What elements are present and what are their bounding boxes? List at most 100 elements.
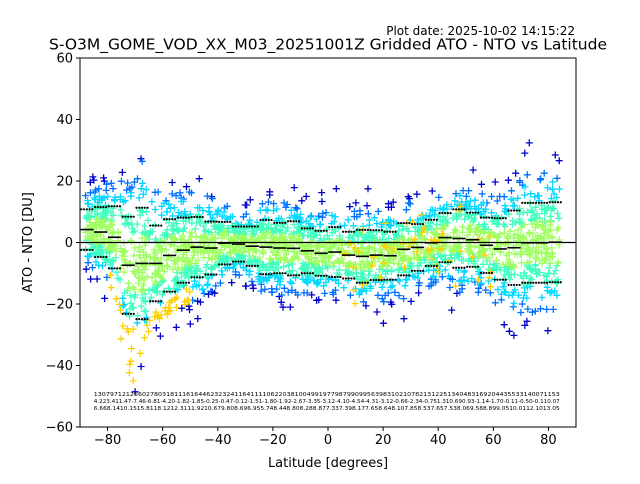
bin-std-dot	[526, 201, 529, 204]
y-tick-label: 20	[56, 175, 73, 190]
bin-std-dot	[173, 218, 177, 221]
bin-std-dot	[118, 205, 122, 208]
y-tick-label: 60	[56, 52, 73, 67]
bin-std-dot	[361, 228, 364, 231]
bin-std-dot	[220, 220, 224, 223]
bin-std-dot	[190, 215, 193, 219]
x-axis-label: Latitude [degrees]	[268, 456, 388, 471]
bin-std-dot	[182, 281, 185, 284]
bin-std-dot	[311, 272, 314, 275]
bin-std-dot	[430, 264, 433, 267]
bin-std-dot	[198, 276, 201, 279]
bin-std-dot	[226, 220, 229, 223]
bin-std-dot	[551, 201, 554, 204]
bin-std-dot	[94, 206, 97, 209]
bin-std-dot	[275, 272, 279, 275]
bin-std-dot	[229, 220, 232, 223]
scatter-point-group	[82, 157, 561, 316]
bin-std-dot	[107, 205, 111, 208]
bin-std-dot	[333, 275, 336, 279]
bin-std-dot	[88, 248, 91, 251]
bin-std-dot	[468, 211, 472, 214]
bin-std-dot	[215, 273, 218, 276]
bin-std-dot	[441, 211, 444, 215]
bin-std-dot	[353, 277, 356, 280]
bin-std-dot	[518, 283, 521, 287]
bin-std-dot	[168, 218, 171, 221]
bin-std-dot	[149, 224, 152, 227]
y-tick-label: −20	[46, 298, 73, 313]
y-tick-label: −60	[46, 421, 73, 436]
bin-std-dot	[83, 248, 86, 251]
bin-std-dot	[281, 221, 284, 224]
bin-std-dot	[308, 227, 312, 230]
bin-std-dot	[504, 217, 507, 220]
bin-std-dot	[297, 220, 301, 223]
bin-std-dot	[129, 215, 133, 218]
bin-std-dot	[548, 201, 551, 204]
bin-std-dot	[507, 283, 510, 287]
bin-std-dot	[242, 260, 246, 263]
x-tick-label: 20	[375, 433, 392, 448]
bin-std-dot	[394, 278, 397, 281]
bin-std-dot	[270, 218, 273, 222]
bin-std-dot	[270, 273, 273, 276]
bin-std-dot	[190, 276, 193, 279]
bin-std-dot	[264, 218, 268, 222]
bin-std-dot	[182, 216, 185, 219]
bin-std-dot	[314, 229, 317, 232]
scatter-point-group	[82, 139, 563, 396]
bin-std-dot	[375, 278, 378, 282]
bin-std-dot	[427, 264, 430, 267]
bin-std-dot	[540, 281, 543, 284]
bin-std-dot	[306, 227, 309, 230]
bin-std-dot	[463, 208, 466, 211]
bin-std-dot	[105, 255, 108, 259]
bin-std-dot	[91, 208, 94, 211]
bin-std-dot	[184, 281, 188, 284]
bin-std-dot	[201, 276, 204, 279]
bin-std-dot	[242, 225, 246, 228]
bin-std-dot	[471, 211, 474, 214]
bin-std-dot	[446, 211, 449, 215]
bin-std-dot	[292, 220, 295, 223]
bin-std-dot	[471, 265, 474, 268]
bin-std-dot	[245, 264, 248, 267]
bin-std-dot	[537, 281, 540, 284]
bin-std-dot	[455, 266, 458, 269]
bin-std-dot	[499, 217, 502, 220]
bin-annotations: 1307971212660278031811161644623232411641…	[94, 392, 560, 412]
bin-std-dot	[259, 218, 262, 222]
bin-std-dot	[275, 221, 279, 224]
bin-std-dot	[364, 281, 367, 284]
bin-std-dot	[394, 230, 397, 233]
bin-std-dot	[380, 229, 383, 232]
bin-std-dot	[113, 205, 116, 208]
bin-std-dot	[496, 217, 499, 220]
bin-std-dot	[278, 221, 281, 224]
bin-std-dot	[510, 209, 513, 212]
bin-std-dot	[237, 225, 240, 228]
bin-std-dot	[333, 226, 336, 229]
bin-std-dot	[342, 230, 345, 233]
bin-std-dot	[482, 271, 485, 275]
y-tick-label: 0	[65, 236, 73, 251]
bin-std-dot	[523, 281, 527, 284]
bin-std-dot	[355, 281, 359, 284]
y-axis-ticks: −60 −40 −20 0 20 40 60	[46, 52, 80, 436]
bin-std-dot	[99, 206, 102, 209]
bin-std-dot	[358, 228, 361, 231]
bin-std-dot	[529, 281, 532, 284]
bin-std-dot	[347, 230, 350, 233]
bin-std-dot	[204, 220, 207, 223]
bin-std-dot	[138, 206, 141, 209]
bin-std-dot	[273, 221, 276, 224]
bin-std-dot	[413, 222, 416, 226]
bin-std-dot	[405, 222, 408, 225]
bin-std-dot	[402, 222, 405, 225]
bin-annotation-row-counts: 1307971212660278031811161644623232411641…	[94, 392, 560, 398]
bin-std-dot	[322, 229, 325, 232]
bin-std-dot	[350, 230, 353, 233]
bin-std-dot	[226, 263, 229, 266]
